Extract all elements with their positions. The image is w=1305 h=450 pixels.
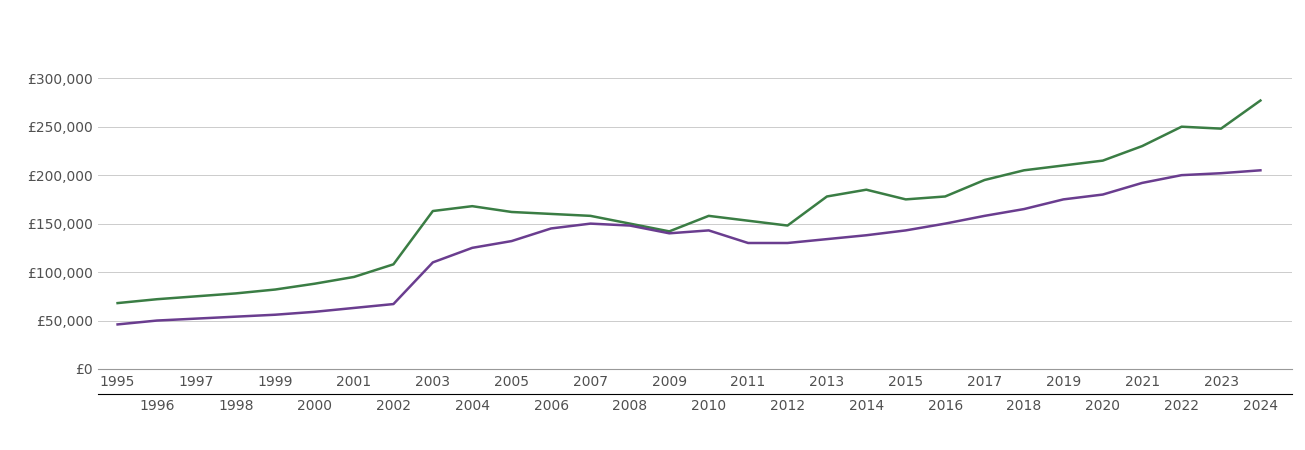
An established property xyxy=(543,226,559,231)
An established property xyxy=(425,260,441,265)
A newly built property xyxy=(504,209,519,215)
A newly built property xyxy=(425,208,441,214)
A newly built property xyxy=(307,281,322,286)
A newly built property xyxy=(662,229,677,234)
A newly built property xyxy=(268,287,283,292)
A newly built property xyxy=(622,221,638,226)
An established property xyxy=(110,322,125,327)
A newly built property xyxy=(1056,163,1071,168)
Line: An established property: An established property xyxy=(117,170,1261,324)
A newly built property xyxy=(1017,167,1032,173)
A newly built property xyxy=(1095,158,1111,163)
An established property xyxy=(582,221,598,226)
A newly built property xyxy=(346,274,361,279)
An established property xyxy=(1253,167,1268,173)
An established property xyxy=(1056,197,1071,202)
An established property xyxy=(898,228,913,233)
A newly built property xyxy=(976,177,992,183)
An established property xyxy=(307,309,322,315)
An established property xyxy=(1214,171,1229,176)
A newly built property xyxy=(228,291,244,296)
A newly built property xyxy=(859,187,874,193)
A newly built property xyxy=(937,194,953,199)
An established property xyxy=(622,223,638,228)
A newly built property xyxy=(1134,144,1150,149)
An established property xyxy=(228,314,244,319)
A newly built property xyxy=(1253,98,1268,103)
A newly built property xyxy=(701,213,716,219)
An established property xyxy=(701,228,716,233)
A newly built property xyxy=(1214,126,1229,131)
A newly built property xyxy=(779,223,795,228)
An established property xyxy=(820,236,835,242)
An established property xyxy=(385,302,401,307)
A newly built property xyxy=(385,261,401,267)
An established property xyxy=(779,240,795,246)
A newly built property xyxy=(149,297,164,302)
A newly built property xyxy=(543,211,559,216)
An established property xyxy=(740,240,756,246)
An established property xyxy=(504,238,519,244)
A newly built property xyxy=(740,218,756,223)
A newly built property xyxy=(465,203,480,209)
An established property xyxy=(346,305,361,310)
An established property xyxy=(465,245,480,251)
An established property xyxy=(149,318,164,323)
An established property xyxy=(268,312,283,317)
A newly built property xyxy=(582,213,598,219)
An established property xyxy=(1173,172,1189,178)
An established property xyxy=(976,213,992,219)
An established property xyxy=(937,221,953,226)
A newly built property xyxy=(110,301,125,306)
An established property xyxy=(1095,192,1111,197)
A newly built property xyxy=(188,293,204,299)
A newly built property xyxy=(898,197,913,202)
A newly built property xyxy=(1173,124,1189,130)
An established property xyxy=(662,230,677,236)
An established property xyxy=(1017,207,1032,212)
Line: A newly built property: A newly built property xyxy=(117,100,1261,303)
An established property xyxy=(859,233,874,238)
An established property xyxy=(1134,180,1150,185)
A newly built property xyxy=(820,194,835,199)
An established property xyxy=(188,316,204,321)
